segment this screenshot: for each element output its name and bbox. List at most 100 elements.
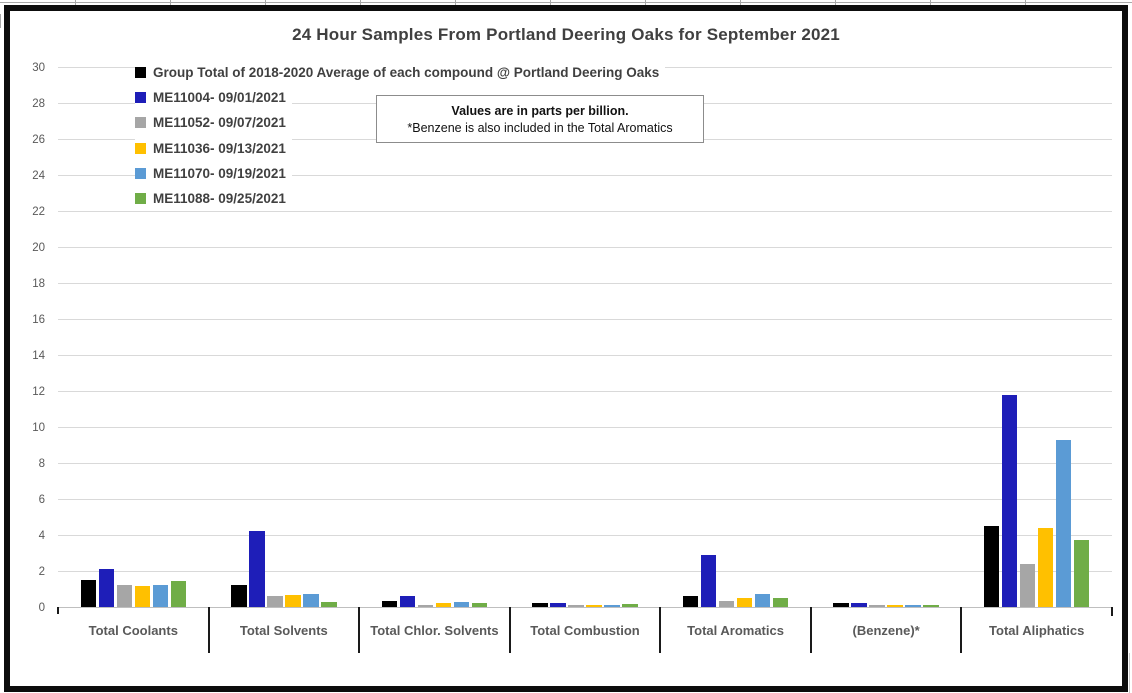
gridline [58, 427, 1112, 428]
bar-me11004 [1001, 394, 1018, 607]
legend-item[interactable]: ME11088- 09/25/2021 [135, 188, 292, 209]
spreadsheet-left-gridline [0, 14, 1, 28]
bar-me11036 [887, 605, 903, 607]
legend-label: ME11004- 09/01/2021 [153, 89, 286, 105]
legend-swatch-icon [135, 142, 146, 154]
bar-me11052 [869, 605, 885, 607]
gridline [58, 391, 1112, 392]
bar-me11052 [568, 605, 584, 607]
category-divider [1111, 607, 1113, 616]
bar-me11004 [700, 554, 717, 607]
gridline [58, 571, 1112, 572]
category-divider [960, 607, 963, 653]
y-axis-tick-label: 0 [38, 601, 45, 614]
gridline [58, 283, 1112, 284]
y-axis-tick-label: 26 [32, 133, 45, 146]
y-axis-tick-label: 2 [38, 565, 45, 578]
bar-avg [80, 580, 97, 607]
gridline [58, 211, 1112, 212]
y-axis-tick-label: 30 [32, 61, 45, 74]
legend-swatch-icon [135, 117, 146, 129]
category-divider [57, 607, 59, 614]
bar-me11088 [923, 605, 939, 607]
legend-swatch-icon [135, 193, 146, 205]
y-axis-tick-label: 24 [32, 169, 45, 182]
y-axis-tick-label: 16 [32, 313, 45, 326]
category-label: Total Coolants [88, 623, 178, 638]
y-axis-tick-label: 18 [32, 277, 45, 290]
category-label: (Benzene)* [852, 623, 920, 638]
bar-me11070 [303, 594, 319, 607]
bar-me11070 [1055, 439, 1072, 607]
chart-title: 24 Hour Samples From Portland Deering Oa… [292, 25, 840, 44]
gridline [58, 319, 1112, 320]
bar-me11052 [718, 600, 735, 607]
y-axis-tick-label: 8 [38, 457, 45, 470]
y-axis-tick-label: 22 [32, 205, 45, 218]
category-divider [207, 607, 210, 653]
bar-me11036 [1037, 527, 1054, 607]
y-axis-tick-label: 28 [32, 97, 45, 110]
bar-me11088 [772, 598, 789, 607]
category-label: Total Solvents [239, 623, 328, 638]
category-label: Total Chlor. Solvents [370, 623, 499, 638]
bar-me11088 [170, 580, 187, 607]
bar-avg [231, 585, 247, 607]
bar-avg [983, 526, 1000, 607]
legend-label: ME11070- 09/19/2021 [153, 166, 286, 182]
annotation-box[interactable]: Values are in parts per billion. *Benzen… [376, 95, 704, 143]
legend-item[interactable]: ME11004- 09/01/2021 [135, 87, 292, 108]
bar-me11070 [152, 585, 169, 607]
category-label: Total Combustion [530, 623, 640, 638]
y-axis-tick-label: 12 [32, 385, 45, 398]
bar-me11004 [399, 596, 416, 607]
chart-frame[interactable]: 24 Hour Samples From Portland Deering Oa… [4, 5, 1128, 692]
bar-me11070 [453, 601, 470, 607]
legend-item[interactable]: ME11052- 09/07/2021 [135, 112, 292, 133]
bar-me11004 [249, 531, 265, 607]
legend-item[interactable]: ME11036- 09/13/2021 [135, 138, 292, 159]
legend-item[interactable]: Group Total of 2018-2020 Average of each… [135, 62, 666, 82]
category-divider [809, 607, 812, 653]
bar-me11004 [851, 603, 867, 607]
y-axis-tick-label: 4 [38, 529, 45, 542]
legend-swatch-icon [135, 168, 146, 180]
category-label: Total Aromatics [687, 623, 784, 638]
bar-me11036 [285, 595, 301, 607]
spreadsheet-right-gridline [1129, 653, 1130, 693]
bar-me11070 [754, 594, 771, 607]
gridline [58, 463, 1112, 464]
bar-me11070 [905, 605, 921, 607]
legend-item[interactable]: ME11070- 09/19/2021 [135, 163, 292, 184]
gridline [58, 175, 1112, 176]
bar-avg [381, 600, 398, 607]
bar-me11052 [267, 596, 283, 607]
bar-me11004 [98, 569, 115, 607]
annotation-benzene-note: *Benzene is also included in the Total A… [407, 120, 673, 135]
bar-me11088 [1073, 540, 1090, 607]
gridline [58, 355, 1112, 356]
bar-me11036 [134, 586, 151, 607]
bar-me11036 [736, 598, 753, 607]
bar-avg [532, 602, 548, 607]
y-axis-tick-label: 6 [38, 493, 45, 506]
legend-label: ME11088- 09/25/2021 [153, 191, 286, 207]
bar-me11088 [622, 604, 638, 607]
category-divider [358, 607, 361, 653]
bar-avg [833, 603, 849, 607]
bar-me11052 [116, 584, 133, 607]
gridline [58, 535, 1112, 536]
legend-label: Group Total of 2018-2020 Average of each… [153, 64, 660, 80]
bar-me11052 [1019, 563, 1036, 607]
bar-me11036 [586, 605, 602, 607]
category-divider [659, 607, 662, 653]
annotation-units-text: Values are in parts per billion. [451, 103, 629, 118]
gridline [58, 247, 1112, 248]
y-axis-tick-label: 14 [32, 349, 45, 362]
legend-swatch-icon [135, 91, 146, 103]
spreadsheet-row-gridline [0, 2, 1132, 3]
gridline [58, 499, 1112, 500]
y-axis-tick-label: 10 [32, 421, 45, 434]
bar-me11004 [550, 602, 566, 607]
legend-label: ME11036- 09/13/2021 [153, 140, 286, 156]
